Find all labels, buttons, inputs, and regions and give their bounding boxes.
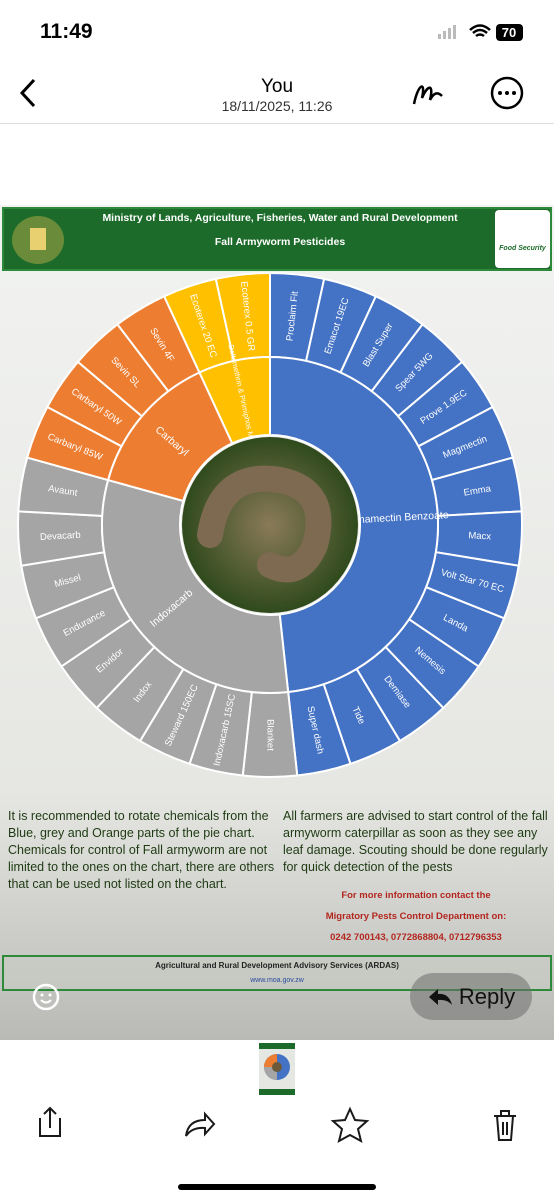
header-subtitle: 18/11/2025, 11:26	[221, 98, 333, 114]
contact-line: 0242 700143, 0772868804, 0712796353	[330, 932, 502, 943]
banner	[2, 207, 552, 271]
badge	[495, 210, 550, 268]
contact: For more information contact the Migrator…	[283, 885, 549, 948]
coat-of-arms	[12, 216, 64, 264]
header-icons[interactable]	[408, 74, 532, 112]
product-label: Avaunt	[47, 483, 78, 499]
product-label: Devacarb	[40, 530, 81, 543]
contact-line: Migratory Pests Control Department on:	[325, 911, 507, 922]
caterpillar	[197, 465, 332, 583]
time: 11:49	[40, 20, 93, 43]
divider	[0, 123, 554, 124]
contact-line: For more information contact the	[341, 890, 491, 901]
sunburst: Proclaim Fit Emacot 19EC Blast SuperSpear …	[17, 271, 523, 778]
thumbnail[interactable]	[259, 1043, 295, 1095]
share[interactable]	[39, 1106, 61, 1137]
group-segment	[269, 355, 439, 694]
star[interactable]	[330, 1106, 370, 1143]
badge-text: Food Security	[499, 245, 546, 252]
status-icons: 70	[438, 24, 523, 41]
product-label: Macx	[468, 530, 492, 542]
home-indicator	[178, 1184, 376, 1190]
toolbar	[39, 1106, 516, 1190]
product-label: Emma	[463, 483, 493, 498]
poster-title: Fall Armyworm Pesticides	[214, 236, 346, 248]
left-note: It is recommended to rotate chemicals fr…	[8, 809, 275, 891]
group-label: Emamectin Benzoate	[349, 509, 449, 526]
emoji-button[interactable]	[30, 980, 64, 1014]
product-label: Blanket	[264, 719, 275, 751]
back[interactable]	[14, 76, 44, 110]
group-segment	[198, 355, 271, 445]
product-label: Proclaim Fit	[285, 290, 301, 341]
group-segment	[101, 478, 290, 694]
reply-button[interactable]: Reply	[410, 973, 532, 1020]
trash[interactable]	[494, 1110, 516, 1141]
right-note: All farmers are advised to start control…	[283, 809, 548, 874]
footer: Agricultural and Rural Development Advis…	[155, 961, 399, 970]
forward[interactable]	[185, 1111, 216, 1137]
battery: 70	[502, 25, 516, 40]
header-title: You	[260, 76, 294, 97]
website: www.moa.gov.zw	[250, 977, 304, 984]
reply-icon	[428, 988, 452, 1005]
reply-label: Reply	[458, 983, 516, 1009]
ministry: Ministry of Lands, Agriculture, Fisherie…	[102, 212, 458, 224]
